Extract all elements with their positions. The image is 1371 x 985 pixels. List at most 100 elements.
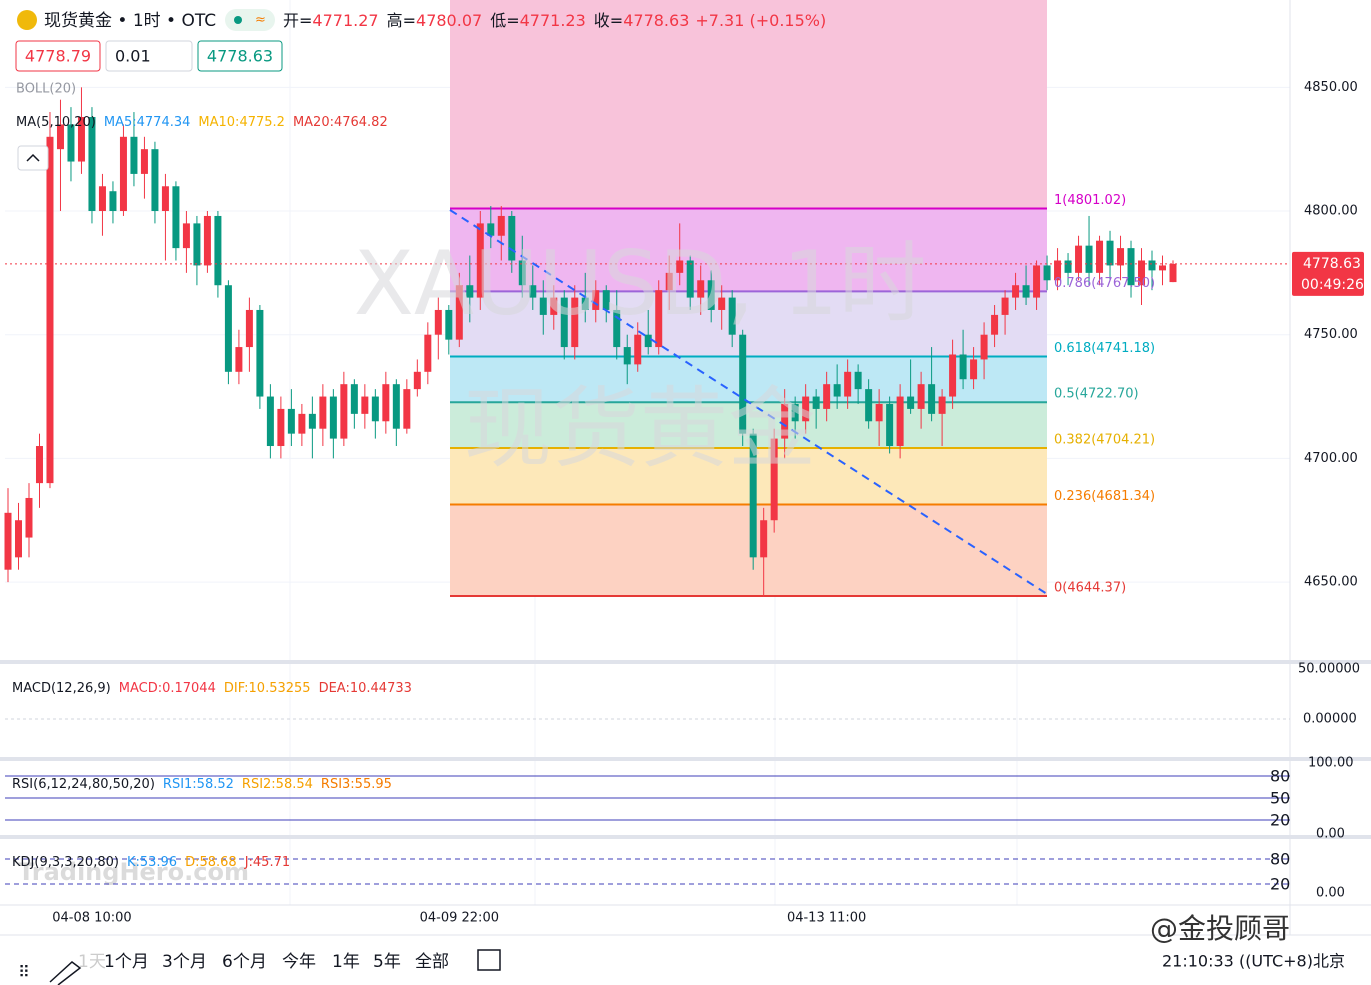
candle-body [886,403,894,447]
candle-body [298,413,306,434]
range-button[interactable]: 1天 [78,952,106,972]
status-icon: ≈ [255,13,266,28]
legend-item: MA(5,10,20) [16,115,96,130]
candle-body [4,512,12,570]
range-button[interactable]: 3个月 [162,952,207,972]
candle-body [676,260,684,273]
candle-body [749,433,757,558]
fib-zone [450,291,1047,357]
candle-body [319,396,327,429]
candle-body [413,371,421,390]
legend-item: D:58.68 [185,855,237,870]
candle-body [445,309,453,340]
grid-icon[interactable]: ⠿ [18,963,30,982]
candle-body [1085,245,1093,273]
watermark-symbol: XAUUSD, 1时 [354,232,927,335]
calendar-icon[interactable] [477,949,501,971]
y-tick-label: 4750.00 [1304,327,1358,342]
candle-body [382,384,390,422]
pane-axis-label: 0.00 [1316,886,1345,901]
candle-body [424,334,432,372]
buy-price: 4778.63 [207,47,273,66]
candle-body [529,285,537,298]
candle-body [686,260,694,298]
range-button[interactable]: 5年 [373,952,401,972]
sell-box[interactable] [15,40,101,72]
legend-item: MACD:0.17044 [119,681,216,696]
legend-item: 4771.23 [520,11,586,30]
range-button[interactable]: 全部 [415,952,449,972]
candle-body [917,384,925,409]
spread-box[interactable] [105,40,193,72]
candle-body [35,446,43,484]
candle-body [665,272,673,291]
watermark-brand: TradingHero.com [18,858,249,886]
candle-body [140,149,148,174]
candle-body [980,334,988,360]
fib-zone [450,0,1047,209]
candle-body [1148,260,1156,271]
candle-body [392,384,400,429]
candle-body [802,396,810,422]
candle-body [613,309,621,348]
x-tick-label: 04-09 22:00 [420,911,499,926]
range-button[interactable]: 今年 [282,952,316,972]
candle-body [592,290,600,310]
credit: @金投顾哥 [1150,912,1290,945]
rsi-legend: RSI(6,12,24,80,50,20) RSI1:58.52 RSI2:58.5… [12,777,392,792]
candle-body [928,384,936,414]
candle-body [476,223,484,298]
candle-body [46,136,54,484]
candle-body [812,396,820,409]
candle-body [56,124,64,150]
candle-body [277,408,285,447]
buy-box[interactable] [197,40,283,72]
collapse-icon [26,153,40,162]
legend-item: 4778.63 [623,11,689,30]
candle-body [172,186,180,249]
legend-item: 4780.07 [416,11,482,30]
candle-body [518,260,526,286]
candle-body [487,223,495,236]
collapse-button[interactable] [17,145,49,171]
boll-label: BOLL(20) [16,82,76,97]
candle-body [1075,245,1083,273]
y-tick-label: 4800.00 [1304,204,1358,219]
legend-item: MA10:4775.2 [198,115,285,130]
candle-body [77,117,85,162]
range-button[interactable]: 1个月 [104,952,149,972]
candle-body [98,186,106,212]
ohlc-line: 开=4771.27 高=4780.07 低=4771.23 收=4778.63 +7.3… [283,11,826,30]
candle-body [844,371,852,397]
candle-body [14,520,22,558]
candle-body [938,396,946,414]
candle-body [823,384,831,409]
legend-item: K:53.96 [127,855,177,870]
macd-legend: MACD(12,26,9) MACD:0.17044 DIF:10.53255 DEA… [12,681,412,696]
watermark-name: 现货黄金 [464,377,816,480]
candle-body [1159,265,1167,271]
range-button[interactable]: 1年 [332,952,360,972]
candle-body [350,384,358,414]
legend-item: DEA:10.44733 [319,681,412,696]
fib-label: 0.236(4681.34) [1054,489,1155,504]
legend-item: 高= [387,11,416,30]
candle-body [193,223,201,266]
candle-body [602,290,610,310]
candle-body [329,396,337,439]
draw-icon[interactable] [49,961,82,985]
candle-body [497,215,505,236]
fib-label: 0(4644.37) [1054,581,1126,596]
candle-body [161,186,169,212]
candle-body [287,408,295,434]
candle-body [697,280,705,298]
range-button[interactable]: 6个月 [222,952,267,972]
candle-body [466,285,474,298]
symbol-icon [17,10,37,30]
pane-axis-label: 80 [1270,850,1290,869]
candle-body [739,334,747,434]
candle-body [655,290,663,348]
pane-axis-label: 20 [1270,875,1290,894]
